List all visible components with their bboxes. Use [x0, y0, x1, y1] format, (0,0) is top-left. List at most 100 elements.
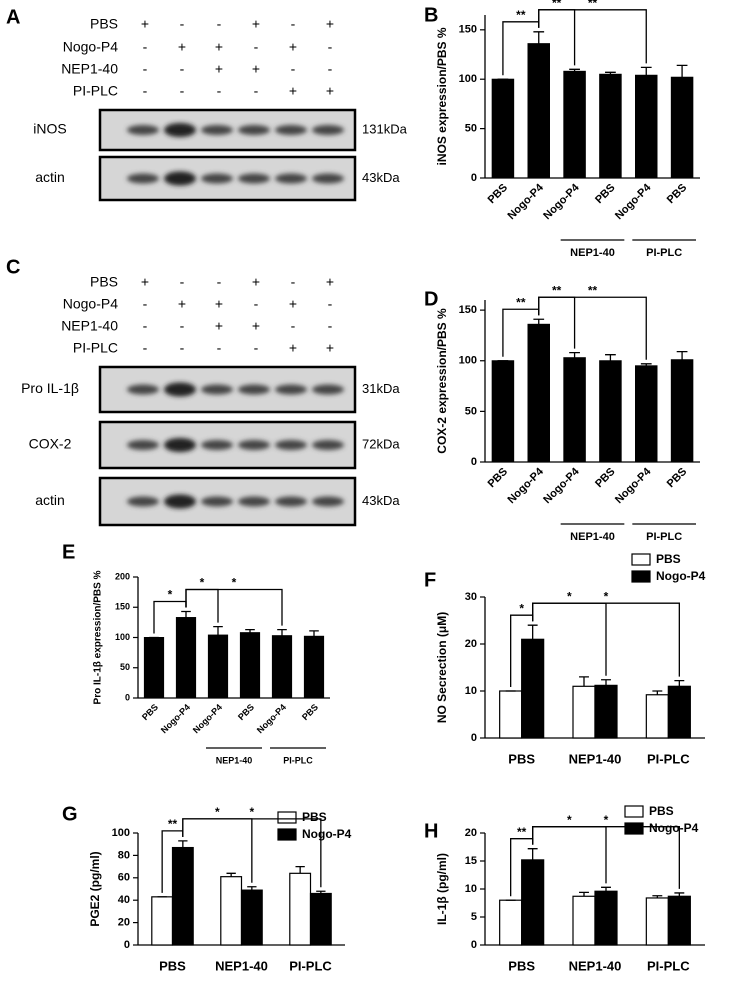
x-tick-label: PBS [508, 751, 535, 766]
y-tick-label: 10 [465, 883, 477, 895]
bar [491, 360, 515, 463]
bar [303, 635, 325, 699]
blot-band [164, 494, 196, 509]
blot-band [275, 384, 307, 395]
error-bar [527, 624, 538, 640]
treatment-sign: + [252, 16, 260, 32]
blot-band [275, 496, 307, 507]
bar [599, 73, 622, 179]
bar [670, 359, 694, 463]
legend-label: PBS [656, 552, 681, 566]
error-bar [640, 66, 652, 76]
significance-label: ** [516, 8, 526, 22]
y-tick-label: 0 [471, 939, 477, 951]
blot-band [201, 125, 233, 135]
bar [670, 76, 694, 179]
blot-band [127, 384, 159, 395]
treatment-sign: - [254, 39, 259, 55]
legend-swatch [624, 822, 644, 835]
significance-label: * [567, 589, 572, 603]
treatment-sign: - [217, 83, 222, 99]
bar [207, 634, 229, 699]
error-bar [533, 31, 545, 44]
blot-band [238, 440, 270, 450]
x-tick-label: Nogo-P4 [613, 181, 654, 222]
panel-letter: C [6, 256, 20, 278]
bar [171, 846, 194, 946]
y-tick-label: 50 [120, 662, 130, 672]
significance-bracket [182, 818, 322, 888]
error-bar [178, 840, 188, 848]
treatment-sign: + [326, 340, 334, 356]
significance-label: ** [552, 0, 562, 10]
treatment-sign: - [143, 318, 148, 334]
bar [175, 617, 197, 699]
treatment-sign: - [143, 296, 148, 312]
y-tick-label: 0 [471, 732, 477, 744]
significance-label: * [519, 601, 524, 615]
blot-band [201, 173, 233, 184]
error-bar [605, 354, 616, 361]
error-bar [674, 680, 685, 687]
y-axis-label: IL-1β (pg/ml) [435, 853, 449, 925]
bar [521, 859, 545, 946]
x-tick-label: PI-PLC [647, 751, 690, 766]
bar [491, 78, 515, 179]
y-tick-label: 100 [115, 632, 130, 642]
treatment-sign: + [215, 39, 223, 55]
y-axis-label: PGE2 (pg/ml) [88, 851, 102, 926]
significance-label: * [567, 813, 572, 827]
treatment-sign: - [291, 318, 296, 334]
panel-letter: A [6, 6, 20, 28]
band-size: 31kDa [362, 381, 400, 396]
panel-letter: G [62, 803, 78, 825]
significance-label: ** [168, 817, 178, 831]
y-tick-label: 30 [465, 591, 477, 603]
treatment-sign: + [215, 61, 223, 77]
x-tick-label: NEP1-40 [569, 751, 622, 766]
y-tick-label: 10 [465, 685, 477, 697]
error-bar [309, 630, 319, 637]
blot-band [312, 125, 344, 135]
x-tick-label: NEP1-40 [215, 958, 268, 973]
x-tick-label: Nogo-P4 [613, 465, 654, 506]
bar [271, 635, 293, 699]
blot-band [127, 440, 159, 450]
legend-swatch [277, 811, 297, 824]
x-tick-label: PI-PLC [647, 958, 690, 973]
treatment-label: NEP1-40 [61, 318, 118, 334]
error-bar [181, 610, 191, 618]
error-bar [676, 350, 688, 360]
treatment-sign: + [326, 16, 334, 32]
y-tick-label: 0 [471, 172, 477, 184]
y-axis-label: NO Secrection (μM) [435, 612, 449, 723]
x-tick-label: Nogo-P4 [255, 702, 288, 735]
treatment-sign: - [254, 296, 259, 312]
error-bar [652, 690, 663, 695]
treatment-sign: + [141, 274, 149, 290]
treatment-sign: - [217, 340, 222, 356]
treatment-sign: + [252, 61, 260, 77]
x-tick-label: PI-PLC [289, 958, 332, 973]
error-bar [605, 71, 616, 75]
treatment-sign: - [180, 274, 185, 290]
bar [594, 890, 618, 946]
treatment-sign: - [291, 274, 296, 290]
error-bar [295, 865, 305, 874]
error-bar [277, 628, 287, 636]
x-tick-label: PBS [300, 702, 320, 722]
band-label: actin [35, 169, 65, 185]
x-tick-label: PBS [486, 182, 510, 206]
treatment-sign: - [328, 39, 333, 55]
panel-letter: F [424, 569, 436, 591]
blot-band [127, 173, 159, 184]
significance-bracket [538, 296, 647, 360]
treatment-label: Nogo-P4 [63, 296, 118, 312]
band-size: 43kDa [362, 493, 400, 508]
x-tick-label: PBS [140, 702, 160, 722]
group-label: NEP1-40 [570, 531, 615, 543]
error-bar [579, 676, 589, 687]
error-bar [676, 64, 688, 78]
legend-swatch [631, 570, 651, 583]
error-bar [533, 318, 545, 325]
